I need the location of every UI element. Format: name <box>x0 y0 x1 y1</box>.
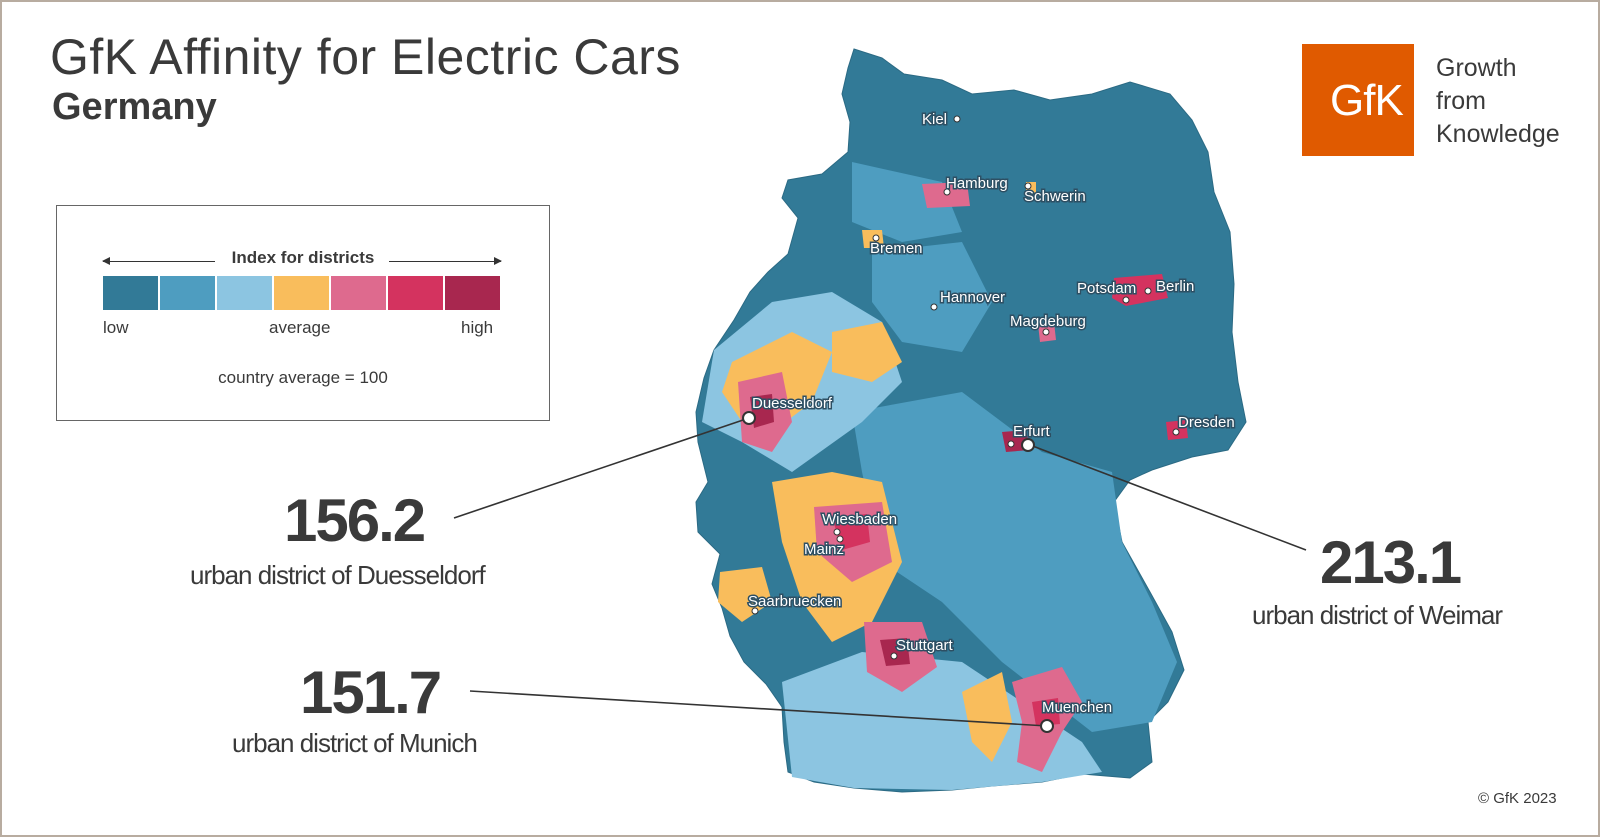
city-dot <box>890 652 898 660</box>
arrow-right-icon <box>389 257 502 265</box>
city-dot <box>930 303 938 311</box>
city-dot <box>1042 328 1050 336</box>
tagline-line: Growth <box>1436 54 1517 82</box>
legend-swatch <box>388 276 443 310</box>
city-dot <box>1172 428 1180 436</box>
city-dot <box>1144 287 1152 295</box>
legend-title: Index for districts <box>231 248 375 267</box>
callout-label-duesseldorf: urban district of Duesseldorf <box>190 560 486 590</box>
gfk-logo <box>1302 44 1414 156</box>
city-dot <box>872 234 880 242</box>
legend-note: country average = 100 <box>218 368 388 387</box>
city-label-duesseldorf: Duesseldorf <box>752 395 833 412</box>
copyright-text: © GfK 2023 <box>1478 790 1557 807</box>
region-central <box>852 392 1177 732</box>
region-owl-avg <box>832 322 902 382</box>
callout-label-munich: urban district of Munich <box>232 728 478 758</box>
city-label-kiel: Kiel <box>922 111 947 128</box>
city-dot <box>836 535 844 543</box>
city-label-dresden: Dresden <box>1178 414 1235 431</box>
callout-value-munich: 151.7 <box>300 659 442 726</box>
city-dot <box>1024 182 1032 190</box>
city-label-potsdam: Potsdam <box>1077 280 1136 297</box>
city-label-muenchen: Muenchen <box>1042 699 1112 716</box>
gfk-logo-mark: GfK <box>1330 76 1404 125</box>
legend-average-label: average <box>269 318 331 337</box>
region-niedersachsen <box>872 242 992 352</box>
region-bavaria-avg <box>962 672 1012 762</box>
legend-swatch <box>160 276 215 310</box>
legend-swatches <box>103 276 500 310</box>
region-munich-core <box>1032 698 1060 726</box>
legend-swatch <box>445 276 500 310</box>
arrow-left-icon <box>102 257 215 265</box>
city-label-hannover: Hannover <box>940 289 1005 306</box>
legend-swatch <box>217 276 272 310</box>
city-label-berlin: Berlin <box>1156 278 1194 295</box>
city-label-erfurt: Erfurt <box>1013 423 1051 440</box>
city-label-magdeburg: Magdeburg <box>1010 313 1086 330</box>
city-label-wiesbaden: Wiesbaden <box>822 511 897 528</box>
callout-value-duesseldorf: 156.2 <box>284 487 426 554</box>
region-duesseldorf-core <box>750 394 774 428</box>
callout-label-weimar: urban district of Weimar <box>1252 600 1503 630</box>
tagline-line: from <box>1436 87 1486 115</box>
city-label-saarbruecken: Saarbruecken <box>748 593 841 610</box>
region-saar-avg <box>718 567 772 622</box>
city-label-schwerin: Schwerin <box>1024 188 1086 205</box>
city-label-mainz: Mainz <box>804 541 844 558</box>
legend-high-label: high <box>461 318 494 337</box>
page-subtitle: Germany <box>52 86 217 128</box>
city-dot <box>751 607 759 615</box>
city-label-stuttgart: Stuttgart <box>896 637 954 654</box>
callout-dot-weimar <box>1021 438 1035 452</box>
city-label-bremen: Bremen <box>870 240 923 257</box>
city-dot <box>1122 296 1130 304</box>
legend-box: Index for districts low average high cou… <box>56 205 550 421</box>
city-dot <box>833 528 841 536</box>
callout-line-weimar <box>1029 444 1307 551</box>
callout-dot-munich <box>1040 719 1054 733</box>
city-dot <box>953 115 961 123</box>
callout-value-weimar: 213.1 <box>1320 529 1462 596</box>
page-title: GfK Affinity for Electric Cars <box>50 29 681 85</box>
city-dot <box>1007 440 1015 448</box>
legend-swatch <box>331 276 386 310</box>
tagline-line: Knowledge <box>1436 120 1560 148</box>
logo-tagline: Growth from Knowledge <box>1436 52 1560 151</box>
callout-line-duesseldorf <box>453 417 750 519</box>
callout-line-munich <box>469 690 1048 727</box>
legend-low-label: low <box>103 318 129 337</box>
callout-dot-duesseldorf <box>742 411 756 425</box>
region-northwest <box>852 162 962 242</box>
city-label-hamburg: Hamburg <box>946 175 1008 192</box>
city-dot <box>943 188 951 196</box>
legend-swatch <box>103 276 158 310</box>
legend-swatch <box>274 276 329 310</box>
region-stuttgart-core <box>880 638 910 666</box>
